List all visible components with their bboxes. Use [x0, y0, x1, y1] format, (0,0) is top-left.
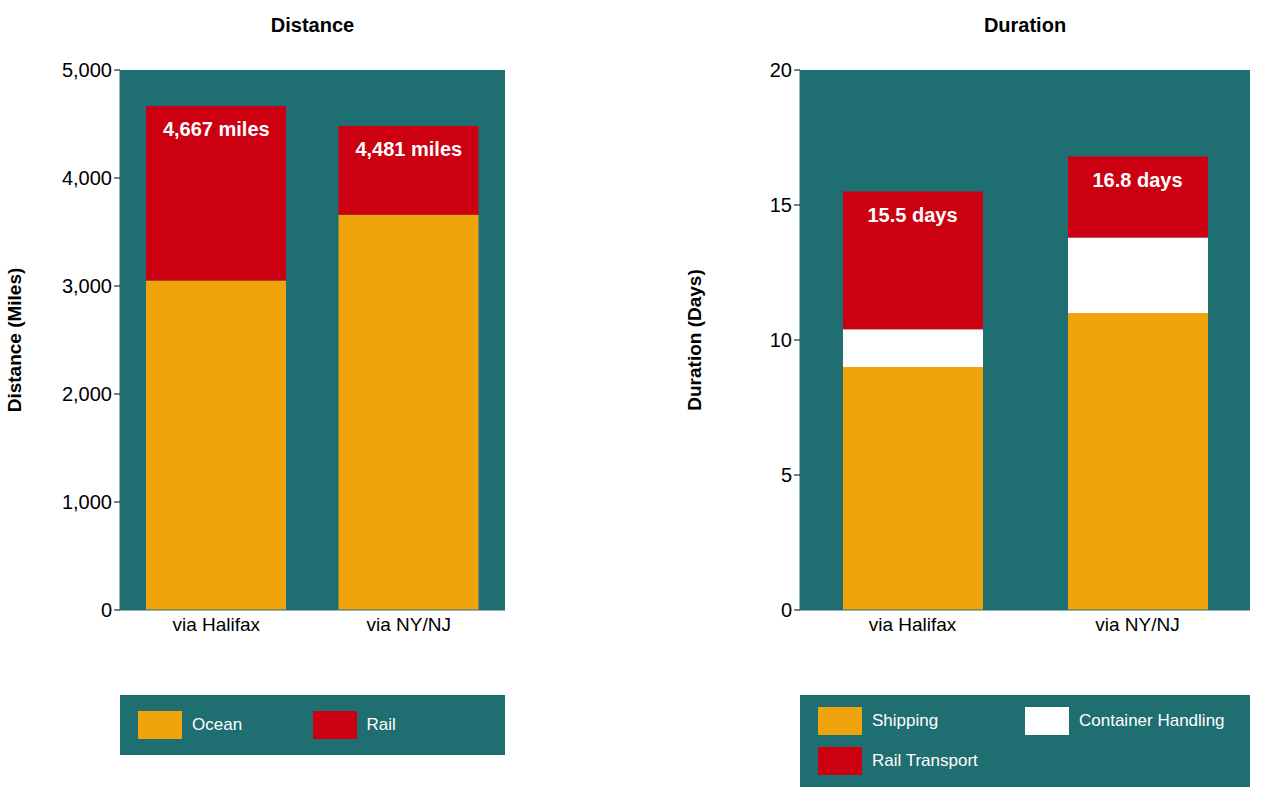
svg-text:via NY/NJ: via NY/NJ: [367, 614, 451, 635]
svg-text:4,481 miles: 4,481 miles: [355, 138, 462, 160]
svg-text:Distance (Miles): Distance (Miles): [4, 268, 25, 413]
svg-text:15.5 days: 15.5 days: [867, 204, 957, 226]
html-text:Distance: Distance: [270, 14, 355, 36]
svg-text:5: 5: [781, 464, 792, 486]
svg-text:0: 0: [101, 599, 112, 621]
html-text:Container Handling: Container Handling: [1079, 711, 1225, 730]
html-text:Duration: Duration: [983, 14, 1067, 36]
svg-text:20: 20: [770, 59, 792, 81]
svg-text:10: 10: [770, 329, 792, 351]
svg-text:1,000: 1,000: [62, 491, 112, 513]
html-text:Rail Transport: Rail Transport: [872, 751, 978, 770]
html-text:Ocean: Ocean: [192, 715, 243, 734]
svg-text:Duration (Days): Duration (Days): [684, 269, 705, 410]
svg-text:16.8 days: 16.8 days: [1092, 169, 1182, 191]
svg-text:via Halifax: via Halifax: [172, 614, 260, 635]
html-text:Shipping: Shipping: [872, 711, 939, 730]
svg-text:4,667 miles: 4,667 miles: [163, 118, 270, 140]
svg-text:5,000: 5,000: [62, 59, 112, 81]
svg-text:via NY/NJ: via NY/NJ: [1095, 614, 1179, 635]
svg-text:0: 0: [781, 599, 792, 621]
svg-text:15: 15: [770, 194, 792, 216]
html-text:Rail: Rail: [366, 715, 396, 734]
svg-text:4,000: 4,000: [62, 167, 112, 189]
svg-text:via Halifax: via Halifax: [869, 614, 957, 635]
svg-text:3,000: 3,000: [62, 275, 112, 297]
svg-text:2,000: 2,000: [62, 383, 112, 405]
